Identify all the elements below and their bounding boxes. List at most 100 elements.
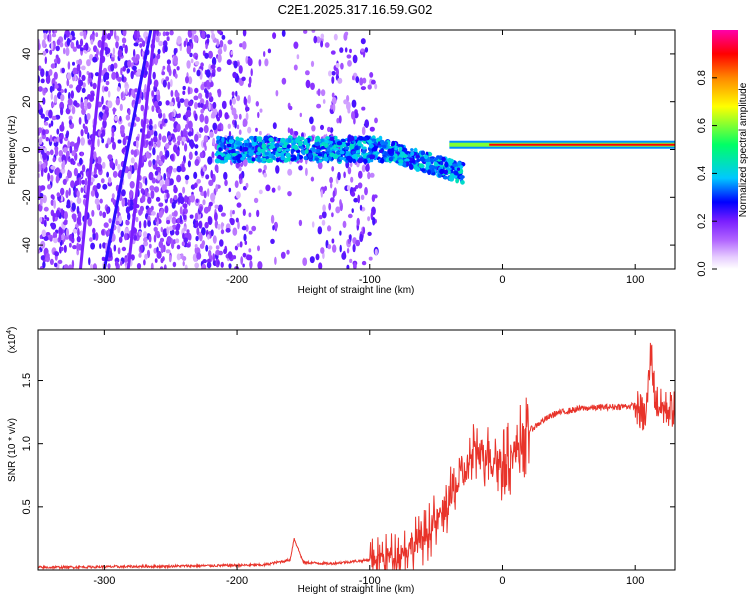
noise-speckle: [234, 180, 239, 188]
noise-speckle: [232, 255, 237, 260]
noise-speckle: [246, 254, 252, 261]
band-cell: [394, 145, 398, 151]
noise-speckle: [327, 126, 331, 132]
noise-speckle: [244, 240, 248, 245]
noise-speckle: [97, 156, 102, 165]
noise-speckle: [87, 139, 92, 145]
noise-speckle: [63, 33, 67, 40]
noise-speckle: [62, 178, 67, 185]
noise-speckle: [235, 90, 238, 97]
noise-speckle: [92, 227, 96, 234]
noise-speckle: [227, 251, 233, 259]
noise-speckle: [45, 253, 50, 258]
noise-speckle: [115, 41, 119, 49]
noise-speckle: [203, 81, 207, 88]
noise-speckle: [341, 252, 347, 260]
noise-speckle: [60, 132, 64, 140]
y-tick-label: 1.5: [21, 373, 33, 388]
noise-speckle: [168, 226, 173, 231]
noise-speckle: [182, 260, 185, 267]
noise-speckle: [372, 216, 376, 226]
noise-speckle: [263, 172, 267, 178]
noise-speckle: [84, 98, 89, 106]
noise-speckle: [204, 115, 209, 125]
noise-speckle: [95, 32, 99, 38]
noise-speckle: [330, 182, 333, 189]
noise-speckle: [232, 227, 238, 236]
noise-speckle: [267, 48, 272, 54]
noise-speckle: [273, 221, 278, 230]
noise-speckle: [56, 57, 61, 65]
band-cell: [216, 135, 221, 141]
noise-speckle: [124, 81, 128, 87]
noise-speckle: [194, 262, 200, 269]
noise-speckle: [156, 154, 160, 163]
band-cell: [402, 161, 407, 167]
band-cell: [325, 136, 330, 140]
noise-speckle: [129, 189, 133, 199]
noise-speckle: [133, 149, 138, 158]
noise-speckle: [108, 177, 112, 184]
noise-speckle: [154, 217, 158, 222]
band-cell: [368, 139, 372, 145]
noise-speckle: [208, 76, 212, 83]
noise-speckle: [40, 255, 45, 261]
noise-speckle: [94, 72, 100, 77]
band-cell: [275, 157, 280, 163]
noise-speckle: [174, 92, 180, 98]
noise-speckle: [182, 232, 186, 240]
noise-speckle: [165, 31, 170, 36]
noise-speckle: [166, 236, 172, 244]
noise-speckle: [355, 76, 360, 84]
noise-speckle: [339, 244, 342, 253]
noise-speckle: [94, 232, 99, 241]
noise-speckle: [359, 233, 364, 243]
band-cell: [460, 180, 465, 185]
x-tick-label: -200: [226, 274, 248, 286]
noise-speckle: [77, 228, 80, 237]
noise-speckle: [349, 161, 353, 168]
noise-speckle: [270, 214, 275, 224]
noise-speckle: [360, 38, 366, 45]
noise-speckle: [109, 30, 114, 37]
noise-speckle: [243, 96, 247, 105]
band-cell: [243, 139, 249, 144]
noise-speckle: [256, 209, 260, 218]
x-tick-label: 0: [499, 274, 505, 286]
noise-speckle: [346, 264, 350, 269]
noise-speckle: [102, 104, 106, 110]
noise-speckle: [317, 88, 321, 97]
colorbar-tick-label: 0.0: [696, 261, 708, 276]
noise-speckle: [219, 40, 224, 48]
noise-speckle: [369, 172, 375, 178]
noise-speckle: [321, 211, 327, 219]
noise-speckle: [42, 30, 49, 35]
noise-speckle: [176, 244, 181, 250]
noise-speckle: [352, 54, 358, 64]
band-cell: [229, 136, 234, 140]
band-cell: [357, 140, 362, 146]
noise-speckle: [177, 217, 180, 224]
noise-speckle: [90, 177, 95, 183]
noise-speckle: [317, 161, 323, 170]
noise-speckle: [362, 77, 367, 84]
noise-speckle: [43, 206, 49, 212]
noise-speckle: [206, 38, 210, 44]
noise-speckle: [170, 79, 173, 87]
band-cell: [254, 147, 259, 152]
noise-speckle: [46, 217, 50, 222]
noise-speckle: [53, 71, 58, 80]
noise-speckle: [242, 252, 247, 258]
noise-speckle: [107, 137, 111, 145]
band-cell: [341, 138, 346, 143]
noise-speckle: [71, 160, 76, 166]
noise-speckle: [173, 210, 178, 217]
noise-speckle: [247, 57, 253, 67]
snr-y-scale-exp: 4: [6, 330, 13, 334]
noise-speckle: [120, 260, 123, 266]
band-cell: [345, 146, 350, 150]
noise-speckle: [158, 202, 164, 207]
noise-speckle: [40, 197, 43, 206]
noise-speckle: [318, 262, 323, 269]
noise-speckle: [299, 112, 302, 118]
